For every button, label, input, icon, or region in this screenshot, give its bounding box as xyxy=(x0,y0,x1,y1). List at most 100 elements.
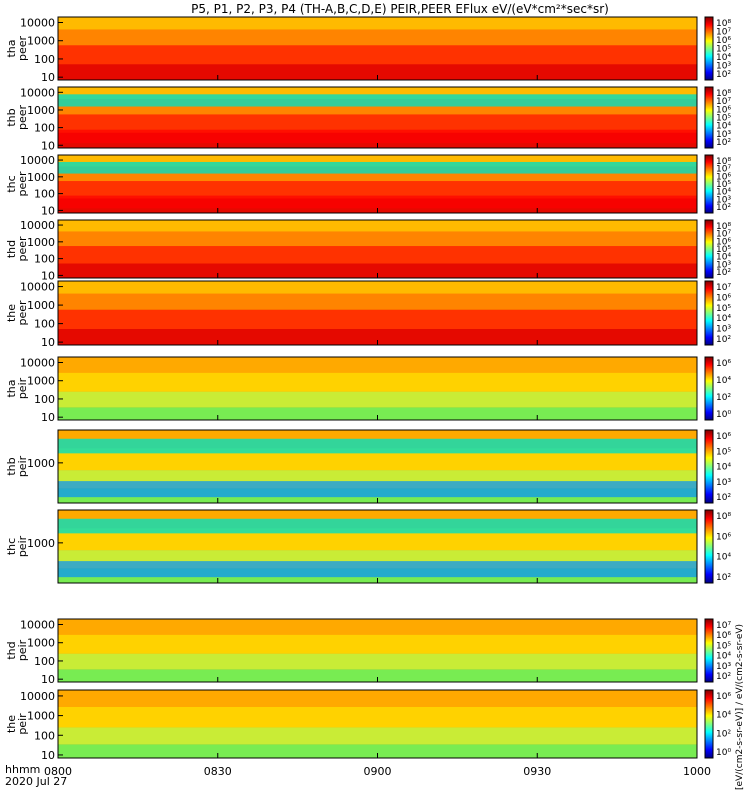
colorbar-tick-label: 10⁴ xyxy=(716,652,731,662)
colorbar xyxy=(704,154,714,214)
date-label: 2020 Jul 27 xyxy=(5,775,67,788)
energy-band xyxy=(58,372,697,392)
y-tick-label: 100 xyxy=(34,318,55,331)
noise-band xyxy=(58,129,697,144)
y-tick-label: 1000 xyxy=(27,35,55,48)
colorbar-tick-label: 10⁶ xyxy=(716,293,731,303)
colorbar-tick-label: 10⁰ xyxy=(716,748,731,758)
colorbar-tick-label: 10⁷ xyxy=(716,283,731,293)
y-tick-label: 10 xyxy=(41,204,55,217)
y-axis-label: thd xyxy=(5,240,18,258)
energy-band xyxy=(58,181,697,199)
energy-band xyxy=(58,29,697,46)
energy-band xyxy=(58,281,697,294)
colorbar-tick-label: 10² xyxy=(716,138,731,148)
colorbar-tick-label: 10⁶ xyxy=(716,359,731,369)
colorbar-tick-label: 10⁰ xyxy=(716,410,731,420)
y-axis-label: peir xyxy=(16,713,29,735)
y-axis-label: peer xyxy=(16,171,29,197)
y-tick-label: 100 xyxy=(34,188,55,201)
x-tick-label: 0830 xyxy=(204,765,232,778)
y-tick-label: 1000 xyxy=(27,171,55,184)
colorbar-tick-label: 10³ xyxy=(716,62,731,72)
colorbar xyxy=(704,86,714,149)
y-tick-label: 10000 xyxy=(20,154,55,167)
colorbar-tick-label: 10⁷ xyxy=(716,165,731,175)
y-axis-label: peir xyxy=(16,455,29,477)
colorbar-tick-label: 10⁶ xyxy=(716,432,731,442)
colorbar-tick-label: 10³ xyxy=(716,260,731,270)
energy-band xyxy=(58,114,697,133)
y-tick-label: 10000 xyxy=(20,219,55,232)
y-tick-label: 10000 xyxy=(20,16,55,29)
y-tick-label: 1000 xyxy=(27,104,55,117)
y-axis-label: thb xyxy=(5,108,18,126)
colorbar-tick-label: 10⁸ xyxy=(716,222,731,232)
y-axis-label: peer xyxy=(16,300,29,326)
colorbar xyxy=(704,689,714,759)
colorbar-tick-label: 10⁴ xyxy=(716,553,731,563)
colorbar-tick-label: 10² xyxy=(716,203,731,213)
y-axis-label: peer xyxy=(16,105,29,131)
y-tick-label: 10000 xyxy=(20,356,55,369)
energy-band xyxy=(58,707,697,728)
energy-band xyxy=(58,653,697,670)
noise-band xyxy=(58,438,697,454)
energy-band xyxy=(58,220,697,232)
y-tick-label: 100 xyxy=(34,253,55,266)
y-tick-label: 1000 xyxy=(27,637,55,650)
colorbar xyxy=(704,16,714,81)
colorbar xyxy=(704,618,714,683)
colorbar-tick-label: 10² xyxy=(716,70,731,80)
energy-band xyxy=(58,293,697,310)
colorbar-tick-label: 10³ xyxy=(716,325,731,335)
y-tick-label: 1000 xyxy=(27,299,55,312)
colorbar xyxy=(704,219,714,279)
energy-band xyxy=(58,391,697,408)
y-tick-label: 10000 xyxy=(20,86,55,99)
colorbar-tick-label: 10⁵ xyxy=(716,641,731,651)
colorbar-tick-label: 10⁴ xyxy=(716,253,731,263)
y-tick-label: 1000 xyxy=(27,710,55,723)
y-axis-label: thd xyxy=(5,641,18,659)
colorbar-tick-label: 10⁵ xyxy=(716,114,731,124)
x-tick-label: 1000 xyxy=(683,765,711,778)
colorbar-tick-label: 10⁸ xyxy=(716,157,731,167)
y-axis-label: peir xyxy=(16,639,29,661)
y-tick-label: 10 xyxy=(41,139,55,152)
energy-band xyxy=(58,727,697,745)
energy-band xyxy=(58,690,697,707)
y-axis-label: thc xyxy=(5,175,18,192)
y-tick-label: 10000 xyxy=(20,690,55,703)
figure-title: P5, P1, P2, P3, P4 (TH-A,B,C,D,E) PEIR,P… xyxy=(191,2,609,16)
colorbar-tick-label: 10³ xyxy=(716,195,731,205)
x-axis-label: hhmm xyxy=(5,763,40,776)
y-axis-label: thb xyxy=(5,457,18,475)
x-tick-label: 0800 xyxy=(44,765,72,778)
colorbar-tick-label: 10⁷ xyxy=(716,28,731,38)
y-tick-label: 10000 xyxy=(20,281,55,294)
y-tick-label: 100 xyxy=(34,53,55,66)
y-axis-label: peer xyxy=(16,236,29,262)
colorbar-tick-label: 10² xyxy=(716,573,731,583)
colorbar-tick-label: 10⁶ xyxy=(716,105,731,115)
colorbar-tick-label: 10³ xyxy=(716,662,731,672)
colorbar-tick-label: 10⁴ xyxy=(716,188,731,198)
colorbar-unit-label: [eV/(cm2-s-sr-eV)] / eV/(cm2-s-sr-eV) xyxy=(735,624,745,790)
energy-band xyxy=(58,17,697,30)
colorbar-tick-label: 10⁴ xyxy=(716,314,731,324)
y-tick-label: 100 xyxy=(34,393,55,406)
energy-band xyxy=(58,155,697,167)
y-tick-label: 1000 xyxy=(27,457,55,470)
y-tick-label: 10 xyxy=(41,749,55,762)
colorbar-tick-label: 10⁴ xyxy=(716,53,731,63)
y-tick-label: 100 xyxy=(34,655,55,668)
y-tick-label: 10 xyxy=(41,71,55,84)
x-tick-label: 0930 xyxy=(523,765,551,778)
